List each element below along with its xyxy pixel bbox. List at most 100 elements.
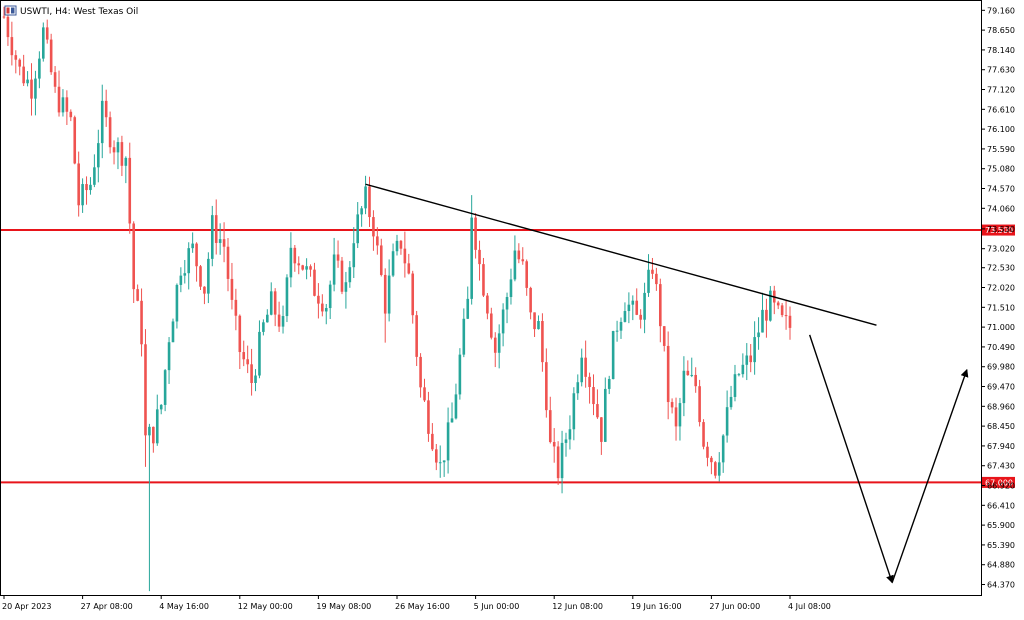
candle — [100, 84, 104, 159]
candle — [297, 256, 301, 275]
candle — [533, 312, 536, 337]
candle — [655, 267, 658, 291]
candle — [509, 268, 513, 305]
x-tick-label: 4 May 16:00 — [159, 602, 209, 611]
candle — [627, 292, 631, 324]
candle — [643, 282, 646, 334]
time-axis[interactable]: 20 Apr 2023 27 Apr 08:00 4 May 16:00 12 May… — [2, 595, 831, 611]
y-tick-label: 68.450 — [987, 422, 1015, 431]
candle — [682, 356, 686, 417]
candle — [741, 353, 745, 378]
candle — [690, 357, 694, 378]
y-tick-label: 65.390 — [987, 541, 1015, 550]
candle — [309, 264, 312, 277]
y-tick-label: 78.140 — [987, 46, 1015, 55]
candle — [144, 329, 147, 467]
candle — [49, 33, 53, 75]
x-tick-label: 5 Jun 00:00 — [474, 602, 520, 611]
candle — [108, 111, 112, 154]
candle — [745, 343, 749, 381]
candle — [61, 89, 65, 117]
x-tick-label: 27 Apr 08:00 — [81, 602, 133, 611]
candle — [442, 460, 446, 477]
candle — [395, 234, 399, 256]
candle — [501, 303, 505, 347]
candle — [419, 353, 422, 398]
candle — [662, 326, 666, 352]
candle — [281, 305, 285, 334]
candle — [702, 419, 705, 450]
candle — [757, 317, 760, 350]
y-tick-label: 68.960 — [987, 402, 1015, 411]
candle — [81, 178, 84, 213]
candle — [285, 274, 289, 323]
candle — [407, 253, 411, 275]
candle — [195, 242, 198, 282]
candle — [360, 206, 363, 227]
candle — [600, 417, 603, 455]
candle — [556, 441, 560, 485]
candle — [670, 398, 674, 414]
projection-arrow[interactable] — [808, 334, 894, 584]
candle — [529, 286, 532, 320]
candle — [521, 247, 525, 265]
drawing-objects[interactable] — [365, 183, 969, 584]
candle — [45, 19, 49, 44]
candle — [379, 238, 383, 277]
candle — [423, 378, 426, 403]
candle-series — [2, 6, 792, 592]
candle — [191, 232, 194, 253]
candle — [336, 240, 340, 268]
candle — [85, 176, 88, 205]
y-tick-label: 76.610 — [987, 105, 1015, 114]
candle — [647, 254, 650, 297]
candle — [619, 317, 623, 339]
candle — [545, 348, 548, 418]
y-tick-label: 76.100 — [987, 125, 1015, 134]
candle — [187, 242, 191, 290]
candle — [218, 223, 222, 255]
candle — [761, 292, 764, 333]
candle — [635, 288, 639, 316]
candle — [450, 402, 454, 423]
candle — [482, 257, 485, 297]
candle — [97, 129, 100, 183]
candle — [435, 443, 438, 471]
y-tick-label: 79.160 — [987, 6, 1015, 15]
candle — [34, 70, 37, 116]
candle — [372, 210, 375, 251]
candle — [596, 389, 599, 419]
candle — [493, 332, 497, 368]
candle — [490, 307, 493, 340]
y-tick-label: 73.530 — [987, 225, 1015, 234]
candle — [238, 314, 242, 370]
candle — [415, 310, 418, 367]
candle — [525, 259, 528, 296]
projection-arrow[interactable] — [891, 368, 969, 583]
resistance-price-tag-label: 73.500 — [985, 226, 1013, 235]
candle — [784, 300, 788, 330]
y-tick-label: 77.630 — [987, 66, 1015, 75]
candle — [411, 270, 415, 324]
candle — [57, 70, 61, 117]
candle — [431, 423, 434, 452]
candle — [780, 303, 784, 318]
candle — [277, 301, 281, 332]
candle — [140, 288, 143, 357]
candle — [659, 278, 662, 343]
candle — [26, 71, 29, 87]
candle — [753, 321, 756, 375]
candle — [584, 340, 587, 388]
x-tick-label: 12 Jun 08:00 — [552, 602, 603, 611]
candle — [273, 288, 277, 327]
candle — [714, 460, 717, 479]
candle — [226, 238, 230, 292]
descending-trendline[interactable] — [365, 183, 877, 326]
horizontal-levels[interactable]: 73.500 67.000 — [1, 224, 1015, 488]
price-axis[interactable]: 79.160 78.650 78.140 77.630 77.120 76.610 76.1… — [981, 6, 1015, 590]
candle — [230, 262, 234, 310]
candle — [588, 372, 591, 404]
x-tick-label: 4 Jul 08:00 — [788, 602, 831, 611]
candle — [321, 294, 324, 317]
